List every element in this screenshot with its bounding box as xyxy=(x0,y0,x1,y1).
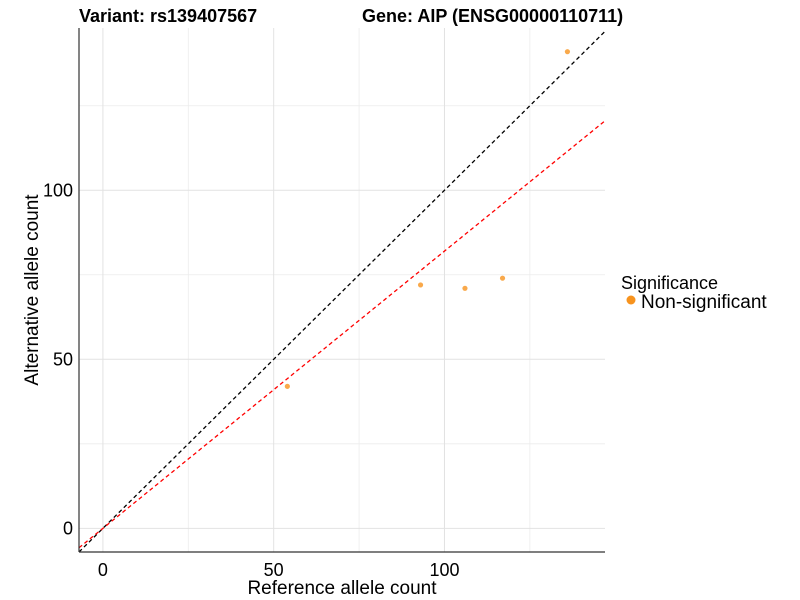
legend: Significance Non-significant xyxy=(621,273,767,313)
x-axis-label: Reference allele count xyxy=(247,578,437,599)
data-point xyxy=(284,383,290,389)
legend-key-non-significant xyxy=(626,295,636,305)
tick-labels: 0 50 100 0 50 100 xyxy=(43,180,460,580)
data-point xyxy=(564,49,571,55)
axes xyxy=(78,28,605,553)
y-axis-label: Alternative allele count xyxy=(22,194,43,386)
data-point xyxy=(462,285,468,291)
y-tick-label: 0 xyxy=(63,518,73,538)
reference-lines xyxy=(78,30,606,553)
data-point xyxy=(499,275,506,281)
data-points xyxy=(284,49,571,389)
reference-line-1 xyxy=(78,30,606,553)
chart-title-variant: Variant: rs139407567 xyxy=(79,6,257,26)
legend-label-non-significant: Non-significant xyxy=(641,292,767,313)
legend-title: Significance xyxy=(621,273,718,293)
y-tick-label: 50 xyxy=(53,349,73,369)
x-tick-label: 100 xyxy=(429,560,459,580)
x-tick-label: 50 xyxy=(264,560,284,580)
y-tick-label: 100 xyxy=(43,180,73,200)
data-point xyxy=(417,282,424,288)
reference-line-2 xyxy=(78,120,606,549)
chart-title-gene: Gene: AIP (ENSG00000110711) xyxy=(362,6,623,26)
grid xyxy=(79,28,605,552)
x-tick-label: 0 xyxy=(98,560,108,580)
